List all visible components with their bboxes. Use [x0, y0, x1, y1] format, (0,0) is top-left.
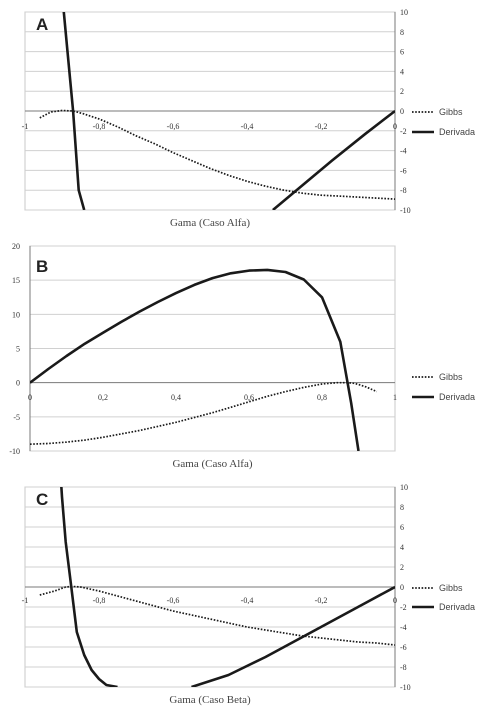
series-line-derivada: [191, 585, 395, 687]
y-tick-label: 8: [400, 28, 404, 37]
x-tick-label: -0,2: [315, 596, 328, 605]
y-tick-label: -6: [400, 643, 407, 652]
legend-label-derivada: Derivada: [439, 392, 475, 402]
y-tick-label: 20: [12, 242, 20, 251]
y-tick-label: -2: [400, 603, 407, 612]
y-tick-label: -8: [400, 663, 407, 672]
x-tick-label: 0: [393, 122, 397, 131]
series-line-gibbs: [39, 109, 395, 200]
series-line-derivada: [62, 12, 86, 210]
y-tick-label: -10: [400, 683, 411, 692]
y-tick-label: 0: [16, 379, 20, 388]
x-tick-label: 1: [393, 393, 397, 402]
x-tick-label: 0,4: [171, 393, 181, 402]
x-tick-label: -1: [22, 122, 29, 131]
y-tick-label: 10: [400, 8, 408, 17]
y-tick-label: -10: [9, 447, 20, 456]
y-tick-label: -8: [400, 186, 407, 195]
x-tick-label: -1: [22, 596, 29, 605]
y-tick-label: 15: [12, 276, 20, 285]
y-tick-label: 2: [400, 563, 404, 572]
y-tick-label: -4: [400, 623, 407, 632]
chart-panel-b: 20 15 10 5 0 -5 -10 0 0,2 0,4 0,6 0,8 1 B Gama (Caso A…: [9, 242, 475, 470]
y-tick-label: 0: [400, 107, 404, 116]
x-tick-label: -0,4: [241, 596, 254, 605]
y-tick-label: 5: [16, 345, 20, 354]
y-tick-label: -5: [13, 413, 20, 422]
x-axis-title: Gama (Caso Beta): [169, 694, 251, 706]
legend-label-derivada: Derivada: [439, 127, 475, 137]
x-tick-label: -0,6: [167, 596, 180, 605]
y-tick-label: -6: [400, 166, 407, 175]
series-line-gibbs: [30, 381, 378, 446]
legend-label-gibbs: Gibbs: [439, 107, 463, 117]
y-tick-label: 2: [400, 87, 404, 96]
series-line-derivada: [60, 487, 118, 687]
y-tick-label: 8: [400, 503, 404, 512]
panel-label: C: [36, 490, 48, 509]
x-tick-label: 0,2: [98, 393, 108, 402]
x-tick-label: -0,8: [93, 122, 106, 131]
series-line-derivada: [30, 268, 360, 451]
x-tick-label: 0: [393, 596, 397, 605]
x-tick-label: -0,2: [315, 122, 328, 131]
y-tick-label: 6: [400, 523, 404, 532]
legend-label-gibbs: Gibbs: [439, 583, 463, 593]
legend-label-gibbs: Gibbs: [439, 372, 463, 382]
panel-label: A: [36, 15, 48, 34]
x-tick-label: 0,6: [244, 393, 254, 402]
y-tick-label: 6: [400, 48, 404, 57]
x-axis-title: Gama (Caso Alfa): [172, 458, 252, 470]
y-tick-label: -10: [400, 206, 411, 215]
panel-label: B: [36, 257, 48, 276]
y-tick-label: 0: [400, 583, 404, 592]
y-tick-label: 4: [400, 67, 404, 76]
x-tick-label: -0,4: [241, 122, 254, 131]
series-line-derivada: [272, 109, 395, 210]
x-tick-label: 0,8: [317, 393, 327, 402]
y-tick-label: 10: [12, 310, 20, 319]
y-tick-label: 4: [400, 543, 404, 552]
x-tick-label: -0,8: [93, 596, 106, 605]
x-tick-label: 0: [28, 393, 32, 402]
x-tick-label: -0,6: [167, 122, 180, 131]
x-axis-title: Gama (Caso Alfa): [170, 217, 250, 229]
y-tick-label: -2: [400, 127, 407, 136]
y-tick-label: -4: [400, 147, 407, 156]
y-tick-label: 10: [400, 483, 408, 492]
legend-label-derivada: Derivada: [439, 602, 475, 612]
